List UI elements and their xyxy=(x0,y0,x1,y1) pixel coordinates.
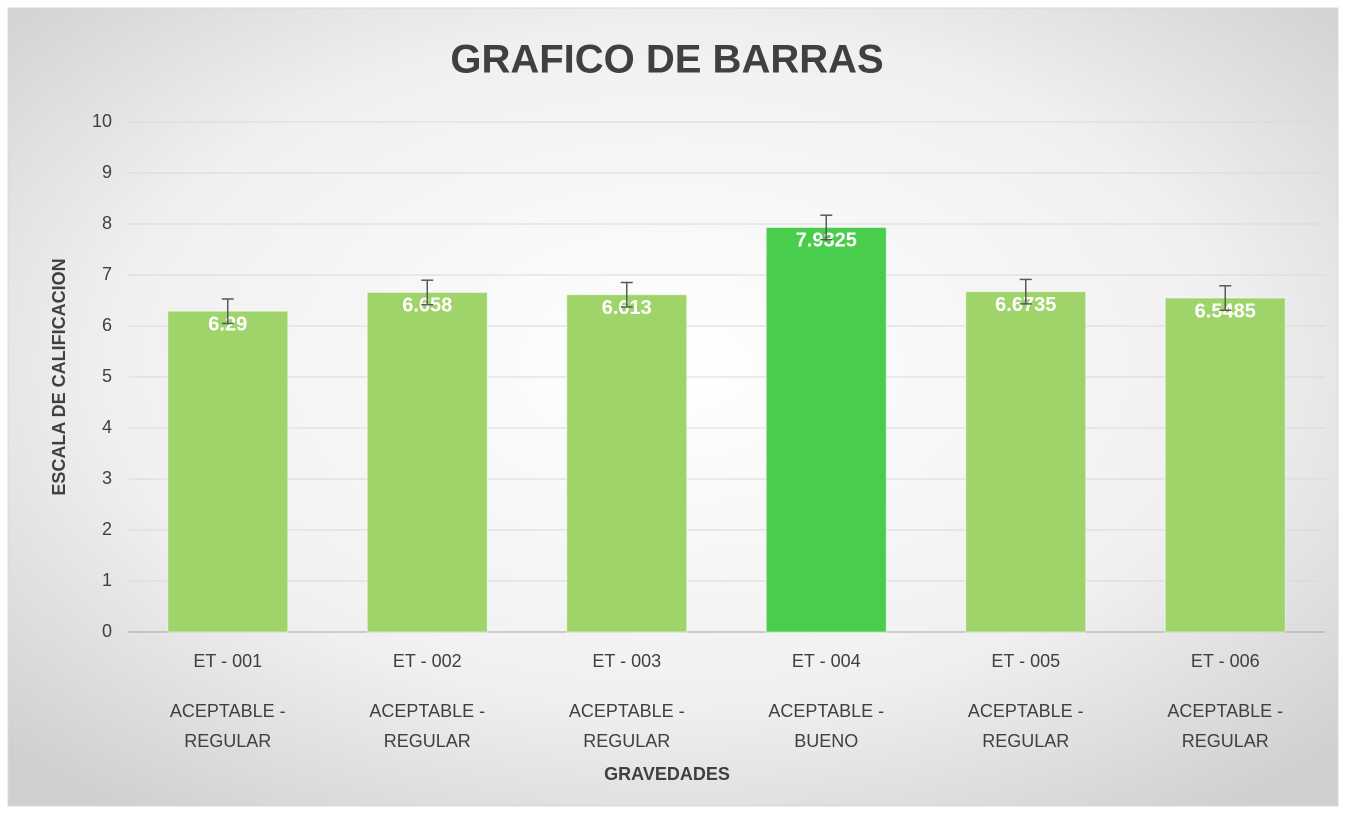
x-tick-label: ET - 004 xyxy=(792,651,861,671)
y-tick-label: 8 xyxy=(102,213,112,233)
data-label: 6.29 xyxy=(208,313,247,335)
bar xyxy=(366,291,488,633)
x-tick-label: ET - 003 xyxy=(592,651,661,671)
chart-title: GRAFICO DE BARRAS xyxy=(450,38,883,82)
x-group-label: REGULAR xyxy=(982,731,1069,751)
data-label: 6.658 xyxy=(402,295,452,317)
x-group-label: REGULAR xyxy=(1182,731,1269,751)
x-tick-label: ET - 005 xyxy=(991,651,1060,671)
y-tick-label: 7 xyxy=(102,264,112,284)
x-group-label: BUENO xyxy=(794,731,858,751)
x-group-label: ACEPTABLE - xyxy=(569,701,685,721)
y-tick-label: 2 xyxy=(102,519,112,539)
y-tick-label: 9 xyxy=(102,162,112,182)
y-tick-label: 6 xyxy=(102,315,112,335)
x-group-label: ACEPTABLE - xyxy=(768,701,884,721)
bar xyxy=(1164,297,1286,633)
x-group-label: ACEPTABLE - xyxy=(968,701,1084,721)
x-group-label: ACEPTABLE - xyxy=(170,701,286,721)
x-axis-title: GRAVEDADES xyxy=(604,764,730,784)
bar xyxy=(167,310,289,633)
x-tick-label: ET - 002 xyxy=(393,651,462,671)
x-group-label: ACEPTABLE - xyxy=(1167,701,1283,721)
y-tick-label: 5 xyxy=(102,366,112,386)
data-label: 6.6735 xyxy=(995,294,1056,316)
data-label: 7.9325 xyxy=(796,230,857,252)
bar xyxy=(566,294,688,633)
y-tick-label: 4 xyxy=(102,417,112,437)
y-tick-label: 1 xyxy=(102,570,112,590)
x-group-label: REGULAR xyxy=(583,731,670,751)
y-tick-label: 3 xyxy=(102,468,112,488)
y-tick-label: 0 xyxy=(102,621,112,641)
data-label: 6.613 xyxy=(602,297,652,319)
y-tick-label: 10 xyxy=(92,111,112,131)
x-tick-label: ET - 001 xyxy=(193,651,262,671)
bar xyxy=(965,291,1087,633)
x-group-label: REGULAR xyxy=(184,731,271,751)
x-tick-label: ET - 006 xyxy=(1191,651,1260,671)
x-group-label: REGULAR xyxy=(384,731,471,751)
data-label: 6.5485 xyxy=(1195,300,1256,322)
x-group-label: ACEPTABLE - xyxy=(369,701,485,721)
bar xyxy=(765,226,887,633)
y-axis-title: ESCALA DE CALIFICACION xyxy=(49,258,69,495)
